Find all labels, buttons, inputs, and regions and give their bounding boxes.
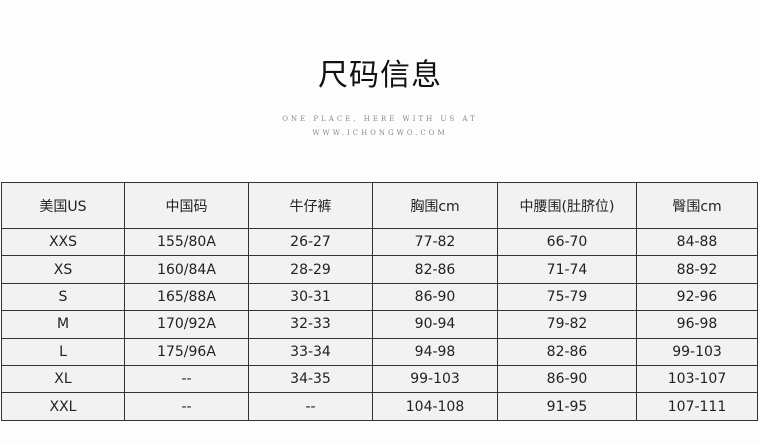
table-cell: 71-74: [497, 255, 637, 284]
table-cell: 155/80A: [124, 227, 249, 257]
subtitle-line-1: ONE PLACE, HERE WITH US AT: [282, 115, 478, 123]
table-cell: 165/88A: [124, 282, 249, 312]
column-header: 牛仔裤: [248, 182, 373, 229]
table-cell: 175/96A: [124, 337, 249, 366]
table-cell: 96-98: [636, 310, 758, 339]
table-cell: 32-33: [248, 310, 373, 339]
table-cell: 103-107: [636, 364, 758, 394]
table-cell: 107-111: [636, 392, 758, 421]
subtitle-line-2: WWW.ICHONGWO.COM: [312, 129, 448, 137]
table-row: XS 160/84A 28-29 82-86 71-74 88-92: [1, 255, 758, 284]
table-cell: 88-92: [636, 255, 758, 284]
page-title: 尺码信息: [318, 58, 442, 93]
column-header: 中国码: [124, 182, 249, 229]
column-header: 美国US: [1, 182, 125, 229]
table-cell: 82-86: [497, 337, 637, 366]
table-row: XL -- 34-35 99-103 86-90 103-107: [1, 364, 758, 394]
table-cell: --: [248, 392, 373, 421]
table-cell: 160/84A: [124, 255, 249, 284]
table-cell: 82-86: [372, 255, 498, 284]
table-cell: 99-103: [372, 364, 498, 394]
table-cell: 75-79: [497, 282, 637, 312]
table-cell: 84-88: [636, 227, 758, 257]
column-header: 臀围cm: [636, 182, 758, 229]
table-cell: --: [124, 392, 249, 421]
table-cell: L: [1, 337, 125, 366]
table-row: L 175/96A 33-34 94-98 82-86 99-103: [1, 337, 758, 366]
table-cell: 91-95: [497, 392, 637, 421]
table-cell: 94-98: [372, 337, 498, 366]
table-cell: M: [1, 310, 125, 339]
table-cell: --: [124, 364, 249, 394]
table-cell: 86-90: [372, 282, 498, 312]
column-header: 中腰围(肚脐位): [497, 182, 637, 229]
table-cell: 99-103: [636, 337, 758, 366]
table-cell: 26-27: [248, 227, 373, 257]
table-header-row: 美国US 中国码 牛仔裤 胸围cm 中腰围(肚脐位) 臀围cm: [1, 182, 758, 229]
table-cell: 28-29: [248, 255, 373, 284]
table-row: M 170/92A 32-33 90-94 79-82 96-98: [1, 310, 758, 339]
column-header: 胸围cm: [372, 182, 498, 229]
table-cell: S: [1, 282, 125, 312]
table-cell: XXL: [1, 392, 125, 421]
table-row: XXS 155/80A 26-27 77-82 66-70 84-88: [1, 227, 758, 257]
table-cell: 66-70: [497, 227, 637, 257]
size-table: 美国US 中国码 牛仔裤 胸围cm 中腰围(肚脐位) 臀围cm XXS 155/80A 26-…: [1, 182, 758, 421]
table-cell: XXS: [1, 227, 125, 257]
table-row: XXL -- -- 104-108 91-95 107-111: [1, 392, 758, 421]
table-cell: 86-90: [497, 364, 637, 394]
table-cell: XS: [1, 255, 125, 284]
table-cell: 79-82: [497, 310, 637, 339]
table-cell: 170/92A: [124, 310, 249, 339]
table-cell: 33-34: [248, 337, 373, 366]
table-cell: 104-108: [372, 392, 498, 421]
table-cell: 90-94: [372, 310, 498, 339]
table-cell: XL: [1, 364, 125, 394]
table-cell: 30-31: [248, 282, 373, 312]
table-row: S 165/88A 30-31 86-90 75-79 92-96: [1, 282, 758, 312]
table-cell: 92-96: [636, 282, 758, 312]
table-cell: 34-35: [248, 364, 373, 394]
table-cell: 77-82: [372, 227, 498, 257]
